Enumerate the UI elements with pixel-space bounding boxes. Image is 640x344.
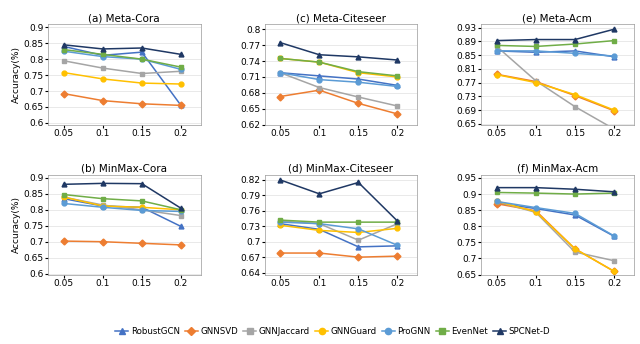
Title: (d) MinMax-Citeseer: (d) MinMax-Citeseer bbox=[288, 164, 394, 174]
Y-axis label: Accuracy(%): Accuracy(%) bbox=[12, 196, 21, 254]
Title: (c) Meta-Citeseer: (c) Meta-Citeseer bbox=[296, 13, 386, 23]
Y-axis label: Accuracy(%): Accuracy(%) bbox=[12, 46, 21, 103]
Title: (b) MinMax-Cora: (b) MinMax-Cora bbox=[81, 164, 167, 174]
Title: (a) Meta-Cora: (a) Meta-Cora bbox=[88, 13, 160, 23]
Title: (f) MinMax-Acm: (f) MinMax-Acm bbox=[516, 164, 598, 174]
Legend: RobustGCN, GNNSVD, GNNJaccard, GNNGuard, ProGNN, EvenNet, SPCNet-D: RobustGCN, GNNSVD, GNNJaccard, GNNGuard,… bbox=[112, 324, 554, 340]
Title: (e) Meta-Acm: (e) Meta-Acm bbox=[522, 13, 592, 23]
